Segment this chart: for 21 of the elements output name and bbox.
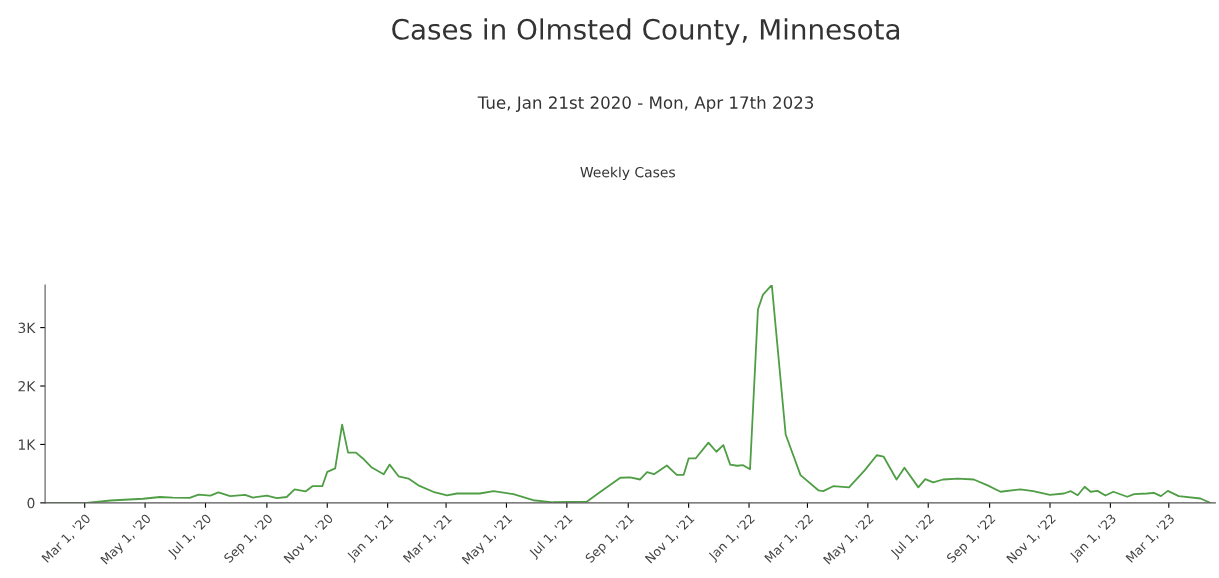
x-tick-label: Sep 1, '21	[584, 513, 636, 565]
x-tick-label: Mar 1, '21	[402, 513, 453, 564]
y-tick-label: 0	[27, 497, 35, 509]
x-tick-label: Mar 1, '20	[41, 513, 92, 564]
y-tick-label: 1K	[18, 439, 36, 450]
chart-title: Cases in Olmsted County, Minnesota	[392, 18, 900, 46]
x-tick-label: Sep 1, '20	[223, 513, 275, 565]
chart-subtitle: Tue, Jan 21st 2020 - Mon, Apr 17th 2023	[477, 95, 814, 113]
x-tick-label: Jan 1, '22	[707, 513, 757, 563]
x-tick-label: Jan 1, '23	[1068, 513, 1119, 563]
x-tick-label: Nov 1, '20	[283, 513, 335, 565]
x-tick-label: Jul 1, '20	[166, 513, 214, 560]
x-tick-label: Sep 1, '22	[945, 513, 998, 565]
text: Weekly Cases	[580, 166, 675, 181]
y-tick-label: 3K	[18, 322, 36, 334]
x-tick-label: Mar 1, '23	[1125, 513, 1176, 564]
x-tick-label: Mar 1, '22	[764, 513, 815, 564]
x-tick-label: Jul 1, '22	[889, 513, 936, 560]
y-tick-label: 2K	[18, 380, 36, 392]
x-tick-label: Jul 1, '21	[528, 513, 575, 560]
x-tick-label: Jan 1, '21	[346, 513, 396, 563]
